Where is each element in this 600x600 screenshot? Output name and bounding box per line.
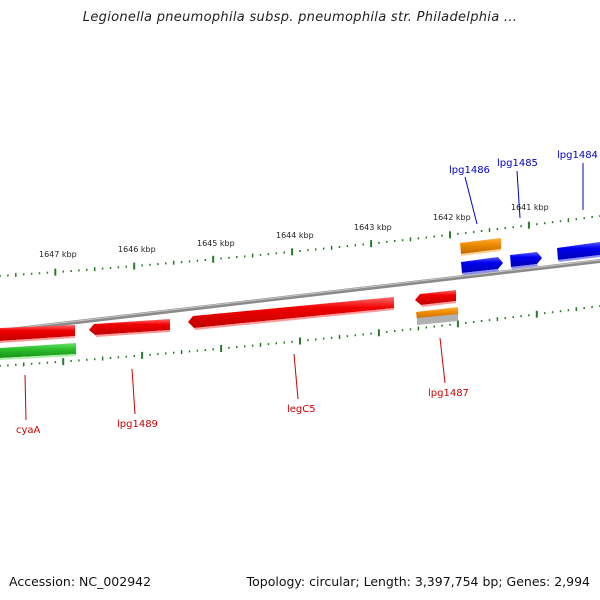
gene-legC5[interactable] <box>188 297 394 330</box>
gene-label-lpg1489: lpg1489 <box>117 419 158 430</box>
rna-gene-upper[interactable] <box>460 238 501 256</box>
gene-label-cyaA: cyaA <box>16 425 41 436</box>
gene-label-lpg1486: lpg1486 <box>449 165 490 176</box>
gene-lpg1485[interactable] <box>510 252 542 269</box>
scale-label-1642: 1642 kbp <box>433 213 471 222</box>
scale-label-1641: 1641 kbp <box>511 203 549 212</box>
leader-lines <box>24 163 584 421</box>
genome-backbone <box>0 259 600 333</box>
scale-label-1644: 1644 kbp <box>276 231 314 240</box>
gene-lpg1487[interactable] <box>415 290 456 307</box>
gene-label-lpg1485: lpg1485 <box>497 158 538 169</box>
gene-lpg1489[interactable] <box>89 319 170 337</box>
map-title: Legionella pneumophila subsp. pneumophil… <box>82 10 518 25</box>
scale-label-1647: 1647 kbp <box>39 250 77 259</box>
rna-gene-lower[interactable] <box>416 307 458 325</box>
gene-label-lpg1487: lpg1487 <box>428 388 469 399</box>
lower-scale-track <box>0 305 600 367</box>
accession-text: Accession: NC_002942 <box>9 574 152 589</box>
gene-lpg1486[interactable] <box>461 257 503 275</box>
gene-lpg1484[interactable] <box>557 242 600 262</box>
genome-summary-text: Topology: circular; Length: 3,397,754 bp… <box>246 574 590 589</box>
scale-label-1645: 1645 kbp <box>197 239 235 248</box>
gene-label-lpg1484: lpg1484 <box>557 150 598 161</box>
scale-label-1643: 1643 kbp <box>354 223 392 232</box>
upper-scale-track <box>0 215 600 277</box>
pseudo-gene-green[interactable] <box>0 343 76 360</box>
gene-cyaA[interactable] <box>0 325 75 343</box>
scale-label-1646: 1646 kbp <box>118 245 156 254</box>
gene-label-legC5: legC5 <box>287 404 316 415</box>
